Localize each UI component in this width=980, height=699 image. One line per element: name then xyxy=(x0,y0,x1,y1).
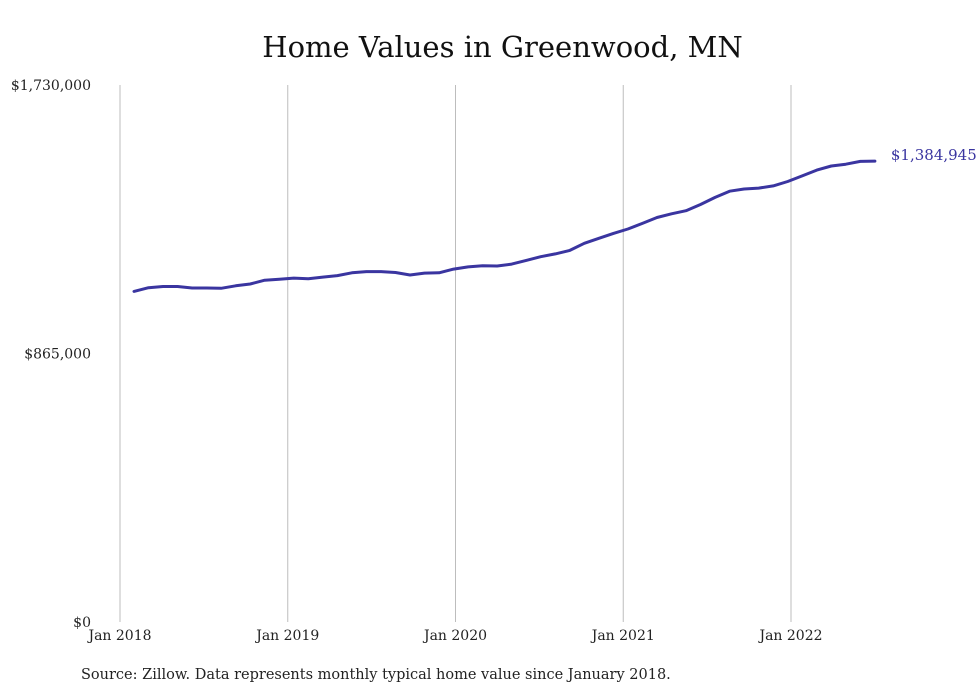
y-tick-label-1: $865,000 xyxy=(24,347,91,363)
x-tick-label-2: Jan 2020 xyxy=(422,628,487,644)
x-tick-label-0: Jan 2018 xyxy=(86,628,151,644)
end-value-label: $1,384,945 xyxy=(891,146,977,164)
source-note: Source: Zillow. Data represents monthly … xyxy=(81,667,671,683)
x-tick-label-3: Jan 2021 xyxy=(590,628,655,644)
y-tick-label-2: $1,730,000 xyxy=(11,78,91,94)
x-axis-ticks: Jan 2018 Jan 2019 Jan 2020 Jan 2021 Jan 2022 xyxy=(86,628,822,644)
x-tick-label-4: Jan 2022 xyxy=(757,628,822,644)
series-line xyxy=(132,159,877,293)
y-axis-ticks: $0 $865,000 $1,730,000 xyxy=(11,78,91,631)
gridlines xyxy=(119,85,792,622)
x-tick-label-1: Jan 2019 xyxy=(254,628,319,644)
y-tick-label-0: $0 xyxy=(73,615,91,631)
chart-title: Home Values in Greenwood, MN xyxy=(262,30,743,64)
